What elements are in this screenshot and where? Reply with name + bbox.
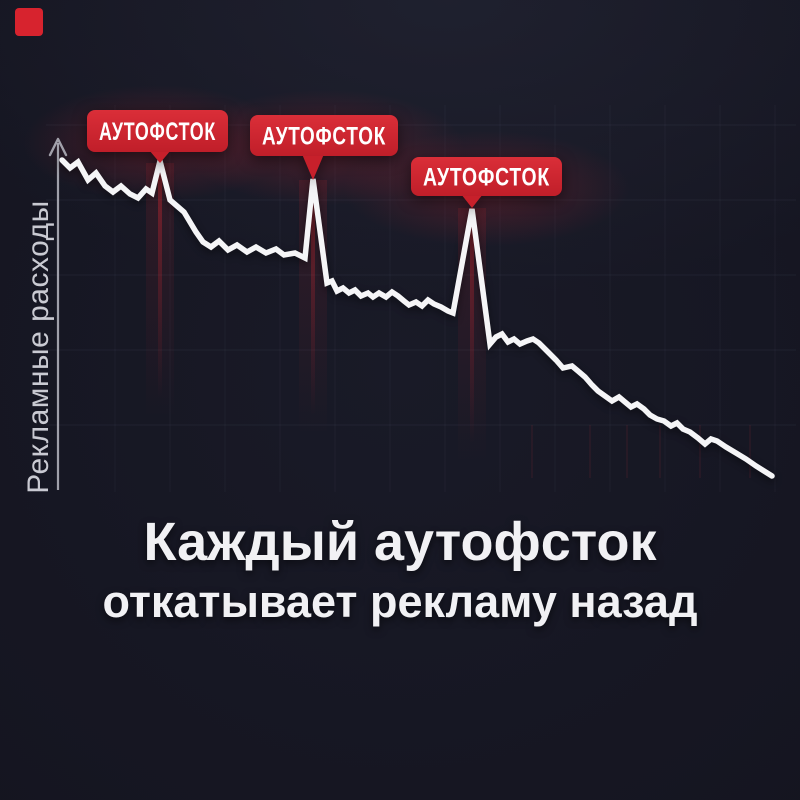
logo-mark <box>15 8 43 36</box>
callout-pointer <box>302 154 324 180</box>
caption-line-1: Каждый аутофсток <box>143 512 657 572</box>
callout-1: АУТОФСТОК <box>87 110 228 163</box>
callouts: АУТОФСТОК АУТОФСТОК АУТОФСТОК <box>87 110 562 208</box>
caption: Каждый аутофсток откатывает рекламу наза… <box>0 509 800 629</box>
callout-box <box>250 115 398 156</box>
callout-label: АУТОФСТОК <box>423 164 550 192</box>
spike-streak <box>470 208 474 443</box>
y-axis <box>48 137 68 490</box>
callout-2: АУТОФСТОК <box>250 115 398 180</box>
callout-box <box>411 157 562 196</box>
callout-box <box>87 110 228 152</box>
spend-line <box>59 149 775 479</box>
callout-pointer <box>149 150 171 163</box>
y-axis-label: Рекламные расходы <box>22 200 55 494</box>
callout-label: АУТОФСТОК <box>262 123 386 151</box>
spike-streak <box>158 163 162 398</box>
y-axis-arrow-icon <box>48 137 68 157</box>
callout-pointer <box>461 194 483 208</box>
callout-3: АУТОФСТОК <box>411 157 562 208</box>
caption-line-2: откатывает рекламу назад <box>102 576 698 627</box>
spike-streak <box>311 180 315 415</box>
callout-label: АУТОФСТОК <box>99 118 216 146</box>
